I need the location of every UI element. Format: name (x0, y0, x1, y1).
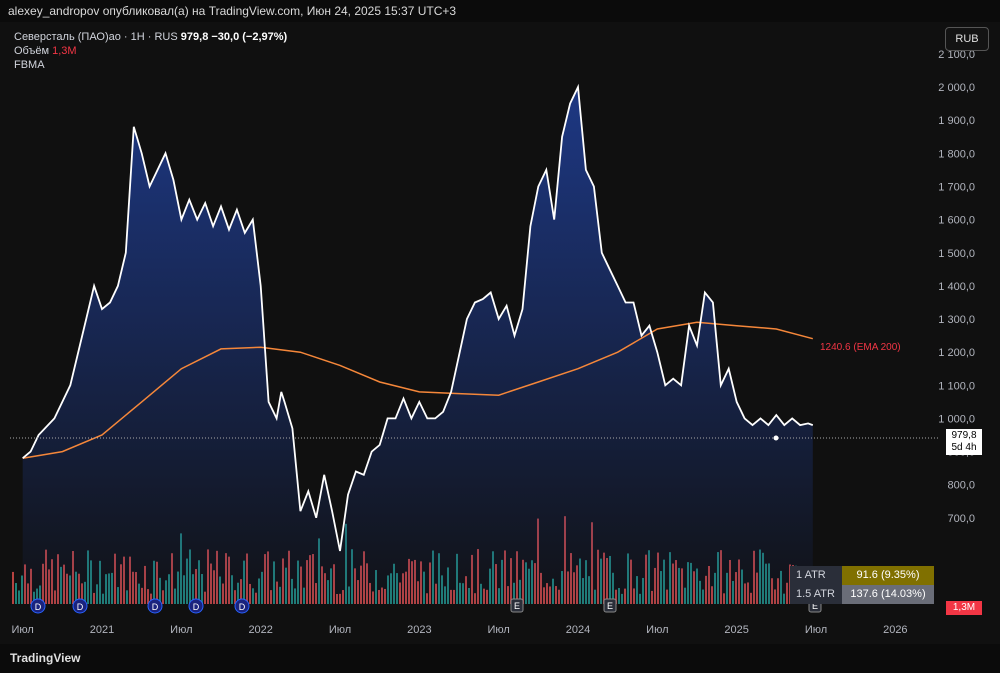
volume-bar (18, 590, 20, 604)
y-tick-label: 1 200,0 (938, 347, 975, 359)
atr-label-1: 1 ATR (790, 566, 842, 585)
x-tick-label: 2021 (90, 624, 114, 636)
atr-label-2: 1.5 ATR (790, 585, 842, 604)
publisher-bar: alexey_andropov опубликовал(а) на Tradin… (0, 0, 1000, 22)
currency-button[interactable]: RUB (945, 27, 989, 51)
y-tick-label: 2 100,0 (938, 49, 975, 61)
y-tick-label: 1 900,0 (938, 115, 975, 127)
dividend-icon (188, 598, 204, 614)
x-tick-label: Июл (12, 624, 34, 636)
earnings-icon (603, 598, 617, 613)
x-tick-label: Июл (805, 624, 827, 636)
publisher-text: alexey_andropov опубликовал(а) на Tradin… (8, 4, 457, 18)
price-line (22, 83, 814, 552)
y-tick-label: 1 600,0 (938, 215, 975, 227)
atr-panel: 1 ATR 91.6 (9.35%) 1.5 ATR 137.6 (14.03%… (790, 566, 934, 604)
earnings-icon-glyph: E (514, 601, 520, 611)
volume-bar (12, 571, 14, 604)
ema-label: 1240.6 (EMA 200) (820, 342, 901, 353)
legend: Северсталь (ПАО)ао · 1Н · RUS 979,8 −30,… (14, 30, 287, 72)
dividend-icon (234, 598, 250, 614)
last-price: 979,8 (180, 31, 209, 43)
dividend-icon-glyph: D (35, 602, 42, 612)
y-tick-label: 1 500,0 (938, 248, 975, 260)
x-tick-label: Июл (646, 624, 668, 636)
y-tick-label: 2 000,0 (938, 82, 975, 94)
volume-bar (21, 575, 23, 604)
dividend-icon-glyph: D (239, 602, 246, 612)
x-tick-label: Июл (488, 624, 510, 636)
y-tick-label: 1 700,0 (938, 181, 975, 193)
x-tick-label: 2022 (248, 624, 272, 636)
x-tick-label: Июл (329, 624, 351, 636)
volume-tag: 1,3M (946, 601, 982, 615)
x-tick-label: 2025 (724, 624, 748, 636)
indicator-name[interactable]: FBMA (14, 59, 45, 71)
atr-value-1: 91.6 (9.35%) (842, 566, 934, 585)
symbol-name[interactable]: Северсталь (ПАО)ао · 1Н · RUS (14, 31, 178, 43)
tradingview-logo[interactable]: TradingView (10, 651, 81, 665)
volume-label[interactable]: Объём (14, 45, 50, 57)
price-change: −30,0 (−2,97%) (211, 31, 288, 43)
x-tick-label: 2023 (407, 624, 431, 636)
dividend-icon-glyph: D (193, 602, 200, 612)
atr-row-1: 1 ATR 91.6 (9.35%) (790, 566, 934, 585)
earnings-icon (510, 598, 524, 613)
y-tick-label: 1 300,0 (938, 314, 975, 326)
volume-bar (15, 583, 17, 604)
x-tick-label: 2024 (566, 624, 590, 636)
y-tick-label: 1 100,0 (938, 380, 975, 392)
price-tag-value: 979,8 (951, 430, 977, 441)
x-tick-label: Июл (170, 624, 192, 636)
price-tag-countdown: 5d 4h (951, 442, 977, 453)
dividend-icon-glyph: D (77, 602, 84, 612)
y-tick-label: 1 400,0 (938, 281, 975, 293)
dividend-icon (30, 598, 46, 614)
dividend-icon (72, 598, 88, 614)
volume-value: 1,3M (52, 45, 77, 57)
earnings-icon-glyph: E (607, 601, 613, 611)
dividend-icon (147, 598, 163, 614)
earnings-icon-glyph: E (812, 601, 818, 611)
dividend-icon-glyph: D (152, 602, 159, 612)
x-axis: Июл 2021 Июл 2022 Июл 2023 Июл 2024 Июл 2025 Июл 20… (12, 624, 908, 636)
x-tick-label: 2026 (883, 624, 907, 636)
ema-line (22, 321, 813, 459)
y-tick-label: 1 800,0 (938, 148, 975, 160)
y-tick-label: 700,0 (947, 513, 975, 525)
y-tick-label: 800,0 (947, 480, 975, 492)
footer: TradingView (0, 644, 1000, 673)
y-tick-label: 1 000,0 (938, 413, 975, 425)
price-tag: 979,8 5d 4h (946, 429, 982, 455)
atr-row-2: 1.5 ATR 137.6 (14.03%) (790, 585, 934, 604)
atr-value-2: 137.6 (14.03%) (842, 585, 934, 604)
last-price-dot (773, 435, 779, 441)
price-area (22, 87, 813, 605)
